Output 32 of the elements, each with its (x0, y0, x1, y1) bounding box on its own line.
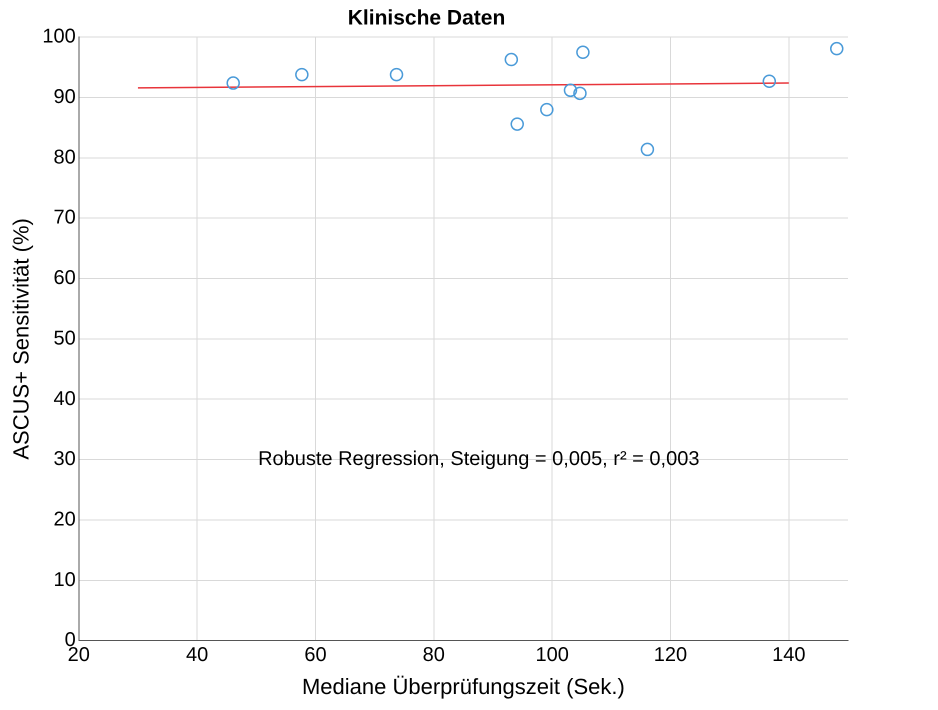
y-tick-label: 100 (42, 26, 76, 48)
point (390, 68, 404, 82)
y-tick-label: 50 (54, 327, 76, 350)
point (226, 76, 240, 90)
point (295, 68, 309, 82)
x-axis-title: Mediane Überprüfungszeit (Sek.) (302, 674, 625, 699)
x-tick-label: 100 (535, 644, 569, 666)
y-tick-label: 60 (54, 267, 76, 290)
y-tick-label: 10 (54, 568, 76, 591)
point (830, 42, 844, 56)
x-tick-label: 60 (304, 644, 327, 666)
point (510, 117, 524, 131)
point (564, 84, 578, 98)
x-tick-label: 80 (422, 644, 445, 666)
y-tick-label: 70 (54, 206, 76, 229)
point (540, 102, 554, 116)
point (640, 142, 654, 156)
y-axis-title: ASCUS+ Sensitivität (%) (8, 218, 34, 460)
y-tick-label: 30 (54, 448, 76, 470)
x-tick-label: 140 (772, 644, 806, 666)
annotation: Robuste Regression, Steigung = 0,005, r² = 0,003 (258, 448, 700, 470)
y-tick-label: 90 (54, 86, 76, 108)
point (576, 46, 590, 60)
y-tick-label: 20 (54, 508, 76, 530)
point (573, 86, 587, 100)
chart-title: Klinische Daten (348, 6, 506, 30)
x-tick-label: 40 (186, 644, 208, 666)
y-tick-label: 80 (54, 146, 76, 168)
point (504, 52, 518, 66)
x-tick-label: 120 (654, 644, 688, 666)
y-tick-label: 40 (54, 388, 76, 410)
point (762, 74, 776, 88)
